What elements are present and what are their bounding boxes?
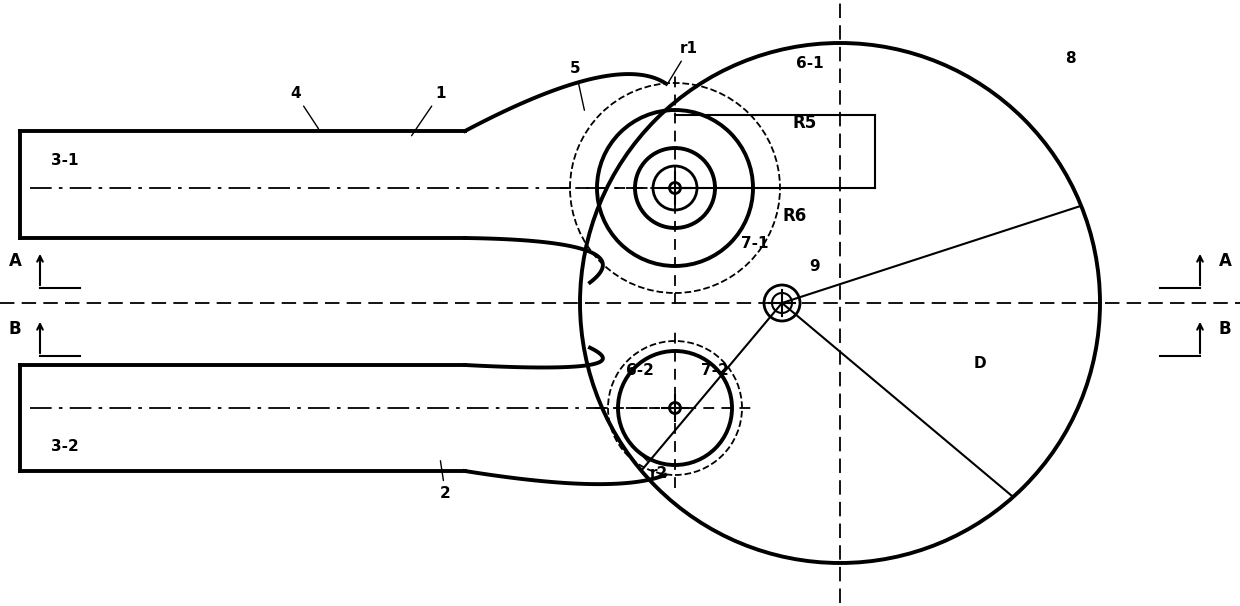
Text: 7-2: 7-2 <box>701 363 729 378</box>
Text: 5: 5 <box>570 61 584 110</box>
Text: 9: 9 <box>810 259 821 274</box>
Text: R5: R5 <box>792 114 817 132</box>
Text: B: B <box>1219 320 1231 338</box>
Text: D: D <box>973 356 986 371</box>
Text: A: A <box>1219 252 1231 270</box>
Text: 1: 1 <box>412 86 445 136</box>
Text: 6-2: 6-2 <box>626 363 653 378</box>
Text: R6: R6 <box>782 207 807 225</box>
Text: r1: r1 <box>666 41 698 85</box>
Text: A: A <box>9 252 21 270</box>
Text: 2: 2 <box>440 461 451 501</box>
Text: 7-1: 7-1 <box>742 236 769 251</box>
Text: 3-2: 3-2 <box>51 439 79 454</box>
Text: 6-1: 6-1 <box>796 56 823 71</box>
Text: r2: r2 <box>637 450 668 481</box>
Text: 8: 8 <box>1065 51 1075 66</box>
Text: 4: 4 <box>290 86 319 128</box>
Text: 3-1: 3-1 <box>51 153 79 168</box>
Text: B: B <box>9 320 21 338</box>
